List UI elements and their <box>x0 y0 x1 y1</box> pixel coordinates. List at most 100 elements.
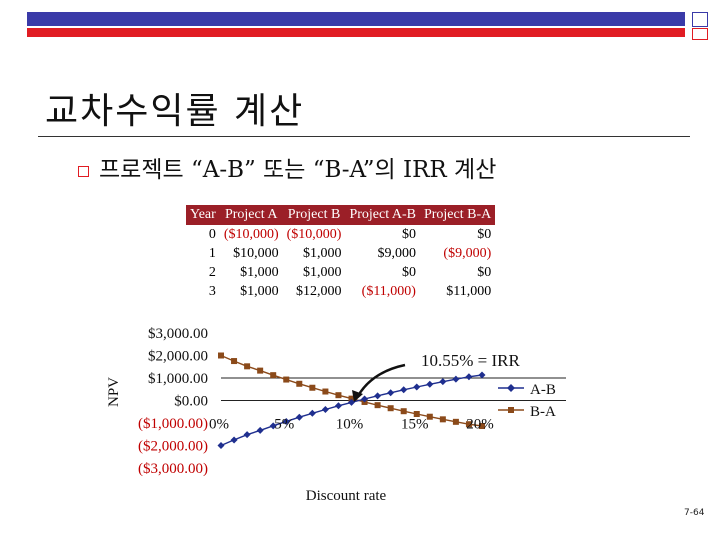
data-point-b-a <box>322 388 329 395</box>
x-axis-title: Discount rate <box>306 488 387 504</box>
legend-marker-a-b-icon <box>507 384 515 392</box>
table-cell: $1,000 <box>302 245 342 261</box>
data-point-b-a <box>426 413 433 420</box>
table-cell: 3 <box>208 283 216 299</box>
data-point-b-a <box>270 372 277 379</box>
table-cell: 1 <box>208 245 216 261</box>
table-cell: ($10,000) <box>223 226 279 242</box>
table-cell: 2 <box>208 264 216 280</box>
cashflow-table: Year Project A Project B Project A-B Pro… <box>186 205 496 301</box>
y-tick-label: ($3,000.00) <box>138 461 208 477</box>
table-row: 0 ($10,000) ($10,000) $0 $0 <box>186 225 495 244</box>
data-point-a-b <box>308 409 316 417</box>
table-row: 1 $10,000 $1,000 $9,000 ($9,000) <box>186 244 495 263</box>
legend-label-b-a: B-A <box>530 404 556 420</box>
table-header-row: Year Project A Project B Project A-B Pro… <box>186 205 496 225</box>
series-line-a-b <box>220 374 483 447</box>
table-cell: $1,000 <box>302 264 342 280</box>
bullet-square-icon <box>78 165 89 177</box>
data-point-b-a <box>374 402 381 409</box>
data-point-b-a <box>283 376 290 383</box>
y-tick-label: ($1,000.00) <box>138 416 208 432</box>
data-point-b-a <box>257 367 264 374</box>
data-point-a-b <box>374 392 382 400</box>
y-tick-label: $3,000.00 <box>148 326 208 342</box>
data-point-b-a <box>452 418 459 425</box>
data-point-a-b <box>452 375 460 383</box>
x-tick-label: 20% <box>466 417 494 433</box>
table-cell: $0 <box>477 264 492 280</box>
table-cell: $0 <box>401 264 416 280</box>
annotation-arrowhead-icon <box>352 390 363 402</box>
table-cell: $1,000 <box>240 264 279 280</box>
data-point-b-a <box>439 416 446 423</box>
data-point-b-a <box>479 423 485 430</box>
table-header-cell: Project B <box>282 205 346 225</box>
top-decoration-strip <box>27 28 685 37</box>
data-point-a-b <box>439 378 447 386</box>
data-point-a-b <box>321 405 329 413</box>
table-header-cell: Project A <box>219 205 283 225</box>
x-tick-label: 5% <box>274 417 294 433</box>
table-cell: $1,000 <box>240 283 279 299</box>
data-point-b-a <box>309 384 316 391</box>
y-tick-label: $2,000.00 <box>148 349 208 365</box>
data-point-a-b <box>361 395 369 403</box>
slide-title: 교차수익률 계산 <box>45 91 305 132</box>
corner-box-top <box>692 12 708 27</box>
table-cell: 0 <box>208 226 216 242</box>
data-point-a-b <box>334 402 342 410</box>
table-row: 3 $1,000 $12,000 ($11,000) $11,000 <box>186 282 495 301</box>
data-point-b-a <box>335 392 342 399</box>
data-point-b-a <box>413 411 420 417</box>
y-tick-label: $1,000.00 <box>148 371 208 387</box>
data-point-a-b <box>217 442 225 449</box>
table-cell: $10,000 <box>233 245 279 261</box>
table-header-cell: Project B-A <box>419 205 496 225</box>
x-tick-label: 10% <box>336 417 364 433</box>
data-point-a-b <box>295 413 303 421</box>
annotation-arrow <box>356 363 406 397</box>
x-tick-label: 0% <box>209 417 229 433</box>
subtitle-text: 프로젝트 “A-B” 또는 “B-A”의 IRR 계산 <box>99 157 497 183</box>
table-cell: $9,000 <box>377 245 416 261</box>
table-cell: $0 <box>401 226 416 242</box>
data-point-b-a <box>348 395 355 402</box>
y-tick-label: ($2,000.00) <box>138 439 208 455</box>
data-point-b-a <box>244 363 251 370</box>
table-cell: $12,000 <box>295 283 342 299</box>
data-point-a-b <box>256 426 264 434</box>
table-cell: ($9,000) <box>443 245 492 261</box>
data-point-a-b <box>348 398 355 406</box>
page-number: 7-64 <box>684 508 705 518</box>
data-point-a-b <box>269 422 277 430</box>
data-point-b-a <box>387 405 394 412</box>
title-underline <box>38 136 690 137</box>
table-cell: $11,000 <box>446 283 492 299</box>
data-point-a-b <box>243 431 251 439</box>
data-point-b-a <box>465 421 472 428</box>
data-point-b-a <box>296 380 303 387</box>
data-point-b-a <box>218 352 224 359</box>
table-cell: $0 <box>477 226 492 242</box>
y-axis-title: NPV <box>106 377 122 407</box>
data-point-a-b <box>413 383 421 391</box>
table-header-cell: Project A-B <box>345 205 420 225</box>
data-point-a-b <box>400 386 408 394</box>
slide-subtitle: 프로젝트 “A-B” 또는 “B-A”의 IRR 계산 <box>78 150 496 184</box>
legend-marker-b-a-icon <box>508 407 514 413</box>
data-point-b-a <box>231 358 238 365</box>
top-decoration-bar <box>27 12 685 26</box>
legend-label-a-b: A-B <box>530 382 556 398</box>
table-cell: ($11,000) <box>361 283 416 299</box>
table-cell: ($10,000) <box>286 226 342 242</box>
data-point-a-b <box>426 380 434 388</box>
table-row: 2 $1,000 $1,000 $0 $0 <box>186 263 495 282</box>
data-point-a-b <box>478 371 486 379</box>
x-tick-label: 15% <box>401 417 429 433</box>
annotation-label: 10.55% = IRR <box>421 351 520 370</box>
corner-box-bottom <box>692 28 708 40</box>
data-point-a-b <box>230 436 238 444</box>
data-point-a-b <box>282 417 290 425</box>
